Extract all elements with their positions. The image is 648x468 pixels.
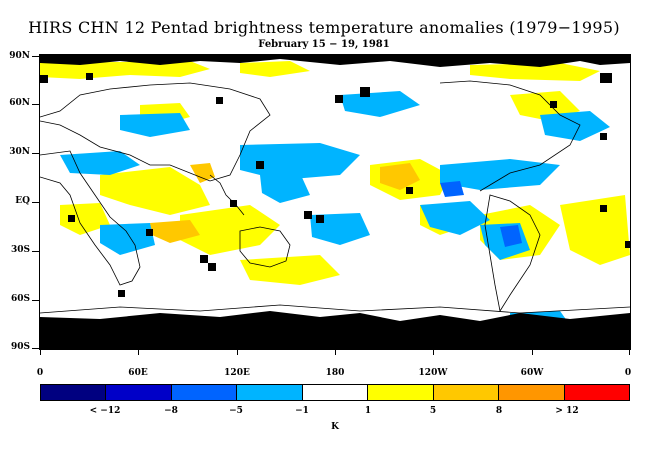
legend-label: 1 <box>364 406 372 416</box>
lon-tick <box>433 349 434 355</box>
lat-label-30n: 30N <box>9 147 30 157</box>
map-subtitle: February 15 − 19, 1981 <box>258 39 390 50</box>
mid-warm-anomaly-regions <box>150 163 420 243</box>
legend-swatch <box>302 385 369 400</box>
lat-label-60s: 60S <box>10 294 30 304</box>
legend-unit: K <box>331 422 339 432</box>
lat-label-90n: 90N <box>9 51 30 61</box>
lon-label-180: 180 <box>325 368 345 378</box>
anomaly-field <box>40 55 630 349</box>
lat-tick <box>32 348 40 349</box>
lat-tick <box>32 251 40 252</box>
legend-swatch <box>499 385 565 400</box>
lon-tick <box>40 349 41 355</box>
lat-tick <box>32 300 40 301</box>
lon-tick <box>138 349 139 355</box>
legend-swatch <box>41 385 107 400</box>
anomaly-map <box>39 54 631 350</box>
lat-label-60n: 60N <box>9 98 30 108</box>
mid-cool-anomaly-regions <box>440 181 522 247</box>
lon-label-0-end: 0 <box>624 368 632 378</box>
lat-label-90s: 90S <box>10 342 30 352</box>
lon-label-60e: 60E <box>128 368 148 378</box>
legend-label: −1 <box>295 406 309 416</box>
legend-label: −5 <box>229 406 243 416</box>
legend-label: −8 <box>164 406 178 416</box>
legend-label: > 12 <box>555 406 579 416</box>
lon-tick <box>335 349 336 355</box>
legend-swatch <box>171 385 238 400</box>
lat-label-eq: EQ <box>15 196 30 206</box>
lon-tick <box>532 349 533 355</box>
lat-tick <box>32 56 40 57</box>
lat-tick <box>32 202 40 203</box>
color-legend-bar <box>40 384 630 401</box>
lat-tick <box>32 153 40 154</box>
lon-label-120e: 120E <box>224 368 250 378</box>
lat-label-30s: 30S <box>10 245 30 255</box>
map-title: HIRS CHN 12 Pentad brightness temperatur… <box>28 18 620 37</box>
legend-label: 5 <box>429 406 437 416</box>
lat-tick <box>32 104 40 105</box>
legend-label: 8 <box>495 406 503 416</box>
legend-swatch <box>564 385 629 400</box>
lon-label-0: 0 <box>36 368 44 378</box>
coastlines <box>40 80 630 314</box>
legend-swatch <box>237 385 303 400</box>
lon-label-120w: 120W <box>418 368 448 378</box>
legend-swatch <box>433 385 500 400</box>
missing-data-regions <box>40 55 630 349</box>
legend-swatch <box>368 385 434 400</box>
legend-label: < −12 <box>89 406 121 416</box>
lon-tick <box>629 349 630 355</box>
lon-label-60w: 60W <box>520 368 544 378</box>
lon-tick <box>237 349 238 355</box>
legend-swatch <box>106 385 172 400</box>
